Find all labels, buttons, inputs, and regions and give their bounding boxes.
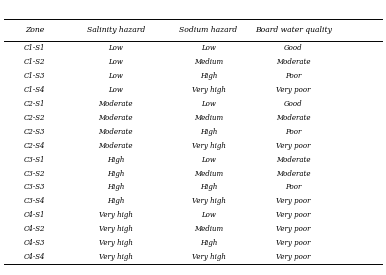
Text: Low: Low bbox=[201, 211, 216, 219]
Text: Board water quality: Board water quality bbox=[255, 26, 332, 34]
Text: Moderate: Moderate bbox=[276, 114, 311, 122]
Text: Very poor: Very poor bbox=[276, 86, 311, 94]
Text: C2-S3: C2-S3 bbox=[24, 128, 46, 136]
Text: Low: Low bbox=[201, 100, 216, 108]
Text: Zone: Zone bbox=[25, 26, 44, 34]
Text: High: High bbox=[107, 169, 125, 177]
Text: C4-S4: C4-S4 bbox=[24, 253, 46, 261]
Text: Salinity hazard: Salinity hazard bbox=[87, 26, 145, 34]
Text: C4-S2: C4-S2 bbox=[24, 225, 46, 233]
Text: Very poor: Very poor bbox=[276, 197, 311, 205]
Text: Low: Low bbox=[108, 72, 123, 80]
Text: Low: Low bbox=[201, 44, 216, 52]
Text: Moderate: Moderate bbox=[98, 128, 133, 136]
Text: C3-S3: C3-S3 bbox=[24, 183, 46, 191]
Text: C3-S4: C3-S4 bbox=[24, 197, 46, 205]
Text: High: High bbox=[200, 239, 217, 247]
Text: Moderate: Moderate bbox=[98, 142, 133, 150]
Text: C1-S4: C1-S4 bbox=[24, 86, 46, 94]
Text: High: High bbox=[107, 197, 125, 205]
Text: C4-S1: C4-S1 bbox=[24, 211, 46, 219]
Text: C1-S1: C1-S1 bbox=[24, 44, 46, 52]
Text: C2-S4: C2-S4 bbox=[24, 142, 46, 150]
Text: High: High bbox=[200, 183, 217, 191]
Text: Very poor: Very poor bbox=[276, 239, 311, 247]
Text: Very high: Very high bbox=[191, 86, 225, 94]
Text: Moderate: Moderate bbox=[276, 156, 311, 164]
Text: Medium: Medium bbox=[194, 169, 223, 177]
Text: Poor: Poor bbox=[285, 72, 301, 80]
Text: Very high: Very high bbox=[191, 142, 225, 150]
Text: High: High bbox=[200, 128, 217, 136]
Text: Good: Good bbox=[284, 100, 303, 108]
Text: C2-S1: C2-S1 bbox=[24, 100, 46, 108]
Text: C1-S3: C1-S3 bbox=[24, 72, 46, 80]
Text: High: High bbox=[107, 156, 125, 164]
Text: Poor: Poor bbox=[285, 183, 301, 191]
Text: Moderate: Moderate bbox=[276, 58, 311, 66]
Text: High: High bbox=[107, 183, 125, 191]
Text: C3-S1: C3-S1 bbox=[24, 156, 46, 164]
Text: Medium: Medium bbox=[194, 58, 223, 66]
Text: Very high: Very high bbox=[191, 253, 225, 261]
Text: Very high: Very high bbox=[99, 211, 133, 219]
Text: Low: Low bbox=[108, 58, 123, 66]
Text: Very high: Very high bbox=[99, 225, 133, 233]
Text: Very high: Very high bbox=[99, 253, 133, 261]
Text: Moderate: Moderate bbox=[98, 114, 133, 122]
Text: Very poor: Very poor bbox=[276, 142, 311, 150]
Text: Low: Low bbox=[201, 156, 216, 164]
Text: High: High bbox=[200, 72, 217, 80]
Text: Very poor: Very poor bbox=[276, 211, 311, 219]
Text: Low: Low bbox=[108, 86, 123, 94]
Text: C4-S3: C4-S3 bbox=[24, 239, 46, 247]
Text: Medium: Medium bbox=[194, 225, 223, 233]
Text: Very poor: Very poor bbox=[276, 253, 311, 261]
Text: Low: Low bbox=[108, 44, 123, 52]
Text: Medium: Medium bbox=[194, 114, 223, 122]
Text: Good: Good bbox=[284, 44, 303, 52]
Text: C3-S2: C3-S2 bbox=[24, 169, 46, 177]
Text: Moderate: Moderate bbox=[276, 169, 311, 177]
Text: Moderate: Moderate bbox=[98, 100, 133, 108]
Text: Sodium hazard: Sodium hazard bbox=[179, 26, 237, 34]
Text: Very high: Very high bbox=[191, 197, 225, 205]
Text: Poor: Poor bbox=[285, 128, 301, 136]
Text: Very high: Very high bbox=[99, 239, 133, 247]
Text: Very poor: Very poor bbox=[276, 225, 311, 233]
Text: C2-S2: C2-S2 bbox=[24, 114, 46, 122]
Text: C1-S2: C1-S2 bbox=[24, 58, 46, 66]
